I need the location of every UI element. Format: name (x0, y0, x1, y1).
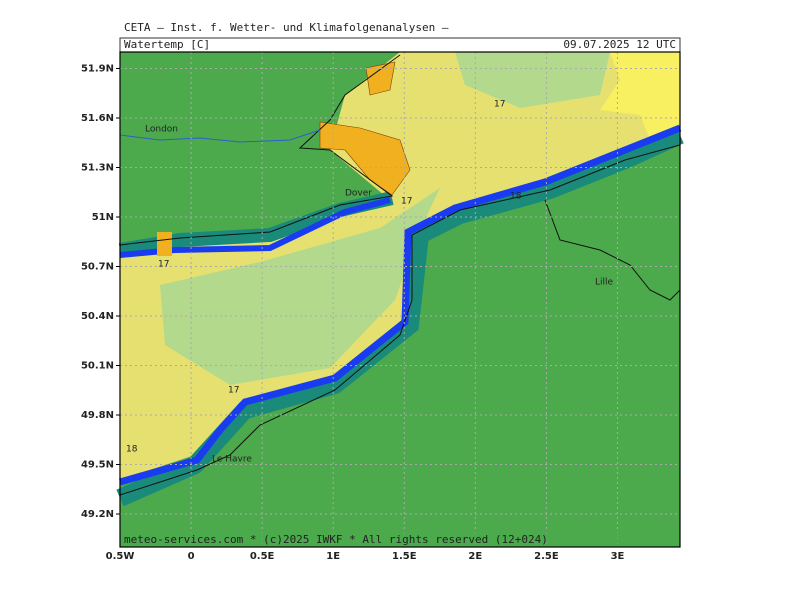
warm-patch (319, 121, 411, 196)
map-area: meteo-services.com * (c)2025 IWKF * All … (116, 51, 684, 548)
institution: CETA — Inst. f. Wetter- und Klimafolgena… (124, 21, 449, 34)
coast-blue (119, 197, 391, 258)
lat-tick-label: 49.5N (81, 460, 114, 471)
lon-tick-label: 0.5W (106, 551, 135, 562)
lat-tick-label: 49.8N (81, 410, 114, 421)
sea-warm-zone (160, 188, 440, 385)
contour-label: 17 (228, 386, 239, 396)
lon-tick-label: 1E (326, 551, 340, 562)
contour-label: 18 (510, 192, 522, 202)
contour-label: 18 (126, 445, 138, 455)
lat-tick-label: 51N (92, 212, 114, 223)
border (544, 199, 681, 301)
lat-tick-label: 51.3N (81, 163, 114, 174)
valid-time: 09.07.2025 12 UTC (563, 38, 676, 51)
coast-blue (119, 124, 682, 486)
lon-tick-label: 0 (188, 551, 195, 562)
lat-tick-label: 50.1N (81, 361, 114, 372)
place-label: Le Havre (212, 455, 252, 465)
map-frame (119, 51, 681, 548)
contour-label: 17 (494, 100, 505, 110)
place-label: London (145, 125, 178, 135)
lon-tick-label: 0.5E (250, 551, 275, 562)
lat-tick-label: 50.7N (81, 262, 114, 273)
coastline (119, 54, 401, 246)
contour-label: 17 (158, 260, 169, 270)
lat-tick-label: 51.6N (81, 113, 114, 124)
credit: meteo-services.com * (c)2025 IWKF * All … (124, 533, 548, 546)
lon-tick-label: 3E (611, 551, 625, 562)
warm-patch (157, 232, 172, 256)
lon-tick-label: 1.5E (392, 551, 417, 562)
lon-tick-label: 2.5E (534, 551, 559, 562)
lat-tick-label: 51.9N (81, 64, 114, 75)
contour-label: 17 (401, 197, 412, 207)
credit-band (120, 532, 680, 547)
place-label: Dover (345, 189, 372, 199)
lat-tick-label: 50.4N (81, 311, 114, 322)
parameter: Watertemp [C] (124, 38, 210, 51)
place-label: Lille (595, 278, 614, 288)
coastline (119, 144, 681, 496)
river (119, 129, 321, 143)
lat-tick-label: 49.2N (81, 509, 114, 520)
warm-patch (365, 61, 396, 96)
lon-tick-label: 2E (468, 551, 482, 562)
grid (119, 52, 680, 547)
sea-warm-zone (455, 52, 610, 108)
